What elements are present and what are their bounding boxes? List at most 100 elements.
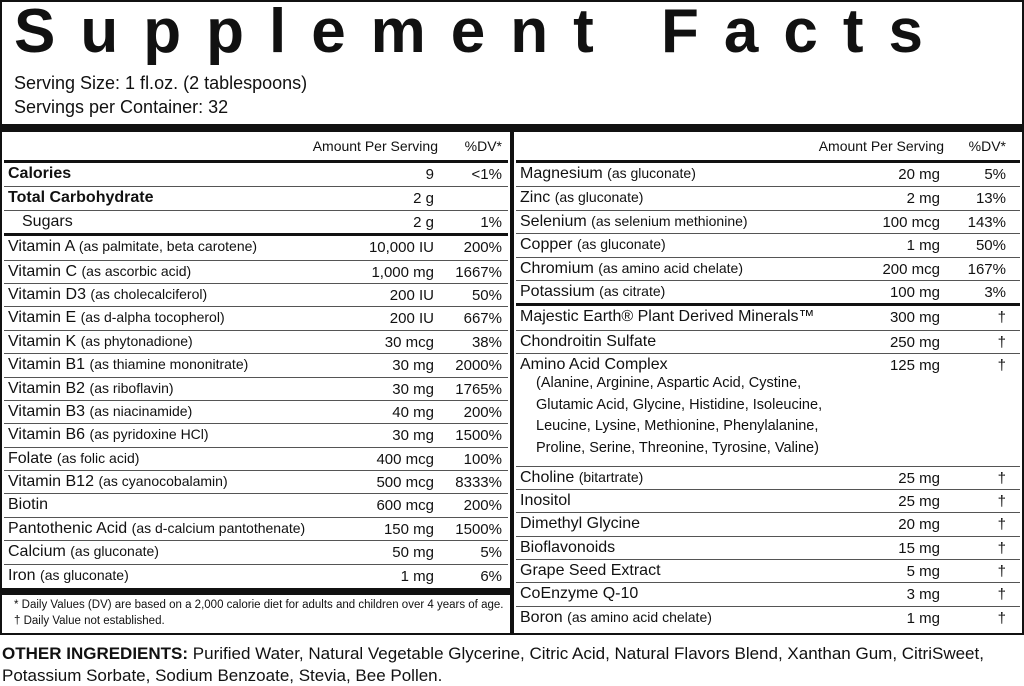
nutrient: Pantothenic Acid (8, 519, 128, 537)
nutrient-row: Potassium (as citrate) 100 mg 3% (516, 279, 1020, 303)
nutrient-row: Bioflavonoids 15 mg † (516, 535, 1020, 559)
nutrient: Total Carbohydrate (8, 189, 154, 207)
nutrient-name: Vitamin B2 (as riboflavin) (8, 380, 174, 398)
nutrient: Inositol (520, 491, 571, 509)
nutrient-name: Sugars (22, 213, 73, 231)
nutrient-row: Sugars 2 g 1% (4, 209, 508, 233)
amount: 20 mg (898, 516, 940, 534)
nutrient-source: (as d-alpha tocopherol) (80, 309, 225, 326)
nutrient-source: (as amino acid chelate) (598, 259, 743, 276)
nutrient-row: Vitamin A (as palmitate, beta carotene) 1… (4, 236, 508, 259)
servings-per-container: Servings per Container: 32 (14, 97, 229, 117)
nutrient-name: Zinc (as gluconate) (520, 189, 643, 207)
amount: 9 (425, 166, 434, 183)
nutrient-row: Copper (as gluconate) 1 mg 50% (516, 233, 1020, 256)
nutrient-name: Choline (bitartrate) (520, 469, 643, 487)
nutrient-row: Vitamin B1 (as thiamine mononitrate) 30 m… (4, 353, 508, 376)
nutrient-row: Vitamin B2 (as riboflavin) 30 mg 1765% (4, 376, 508, 400)
nutrient-name: Magnesium (as gluconate) (520, 165, 696, 183)
amount: 250 mg (889, 333, 940, 351)
amount: 50 mg (392, 544, 434, 562)
nutrient-name: Calories (8, 165, 71, 183)
nutrient-source: (as gluconate) (607, 165, 696, 181)
nutrient: Calcium (8, 543, 66, 561)
nutrient: Vitamin A (8, 238, 75, 256)
nutrient-row: Vitamin B3 (as niacinamide) 40 mg 200% (4, 399, 508, 423)
nutrient-source: (as pyridoxine HCl) (89, 426, 209, 443)
nutrient-name: CoEnzyme Q-10 (520, 585, 638, 603)
amount: 300 mg (889, 309, 940, 327)
amount: 30 mg (392, 427, 434, 445)
daily-value: 200% (463, 403, 502, 421)
rule (2, 588, 510, 595)
daily-value: <1% (471, 166, 502, 183)
daily-value: 143% (967, 213, 1006, 231)
amount: 3 mg (906, 586, 940, 604)
section: Magnesium (as gluconate) 20 mg 5% Zinc (as … (516, 160, 1020, 303)
daily-value: † (997, 492, 1006, 510)
nutrient-row: Choline (bitartrate) 25 mg † (516, 465, 1020, 489)
amount: 15 mg (898, 539, 940, 557)
header-dv: %DV* (464, 138, 502, 154)
daily-value: 1765% (455, 380, 502, 398)
daily-value: 167% (967, 260, 1006, 278)
header-dv: %DV* (968, 138, 1006, 154)
daily-value: 50% (471, 286, 502, 304)
nutrient-row: Zinc (as gluconate) 2 mg 13% (516, 186, 1020, 209)
nutrient-row: Vitamin B6 (as pyridoxine HCl) 30 mg 1500% (4, 423, 508, 446)
nutrient-name: Vitamin B1 (as thiamine mononitrate) (8, 356, 248, 374)
daily-value: 667% (463, 310, 502, 328)
ingredient-list-line: Proline, Serine, Threonine, Tyrosine, Va… (536, 439, 819, 456)
other-ingredients-text: Purified Water, Natural Vegetable Glycer… (192, 644, 984, 663)
nutrient-row: Inositol 25 mg † (516, 488, 1020, 512)
nutrient-row: Calories 9 <1% (4, 163, 508, 186)
daily-value: † (997, 609, 1006, 627)
nutrient-name: Potassium (as citrate) (520, 283, 665, 301)
daily-value: 2000% (455, 357, 502, 375)
nutrient: Potassium (520, 282, 595, 300)
amount: 30 mg (392, 380, 434, 398)
nutrient: Biotin (8, 496, 49, 514)
serving-size: Serving Size: 1 fl.oz. (2 tablespoons) (14, 73, 308, 93)
ingredient-list-line: Leucine, Lysine, Methionine, Phenylalani… (536, 418, 819, 435)
nutrient: Calories (8, 165, 72, 182)
nutrient-row: Chromium (as amino acid chelate) 200 mcg 1… (516, 256, 1020, 280)
daily-value: 5% (984, 166, 1006, 183)
nutrient-name: Biotin (8, 496, 48, 514)
nutrient: Dimethyl Glycine (520, 515, 641, 533)
nutrient-row: Chondroitin Sulfate 250 mg † (516, 329, 1020, 353)
daily-value: 1500% (455, 520, 502, 538)
nutrient-name: Bioflavonoids (520, 539, 615, 557)
nutrient: Amino Acid Complex (520, 356, 668, 374)
nutrient-name: Total Carbohydrate (8, 189, 154, 207)
nutrient-name: Majestic Earth® Plant Derived Minerals™ (520, 308, 815, 326)
nutrient-row: Amino Acid Complex 125 mg † (Alanine, Argin… (516, 353, 1020, 465)
other-ingredients-label: OTHER INGREDIENTS: (2, 644, 189, 663)
amount: 200 mcg (882, 260, 940, 278)
nutrient-source: (as thiamine mononitrate) (89, 356, 249, 373)
nutrient: Vitamin B12 (8, 473, 94, 491)
daily-value: 200% (463, 239, 502, 257)
daily-value: † (997, 357, 1006, 375)
daily-value: 6% (480, 567, 502, 585)
amount: 1 mg (906, 237, 940, 255)
nutrient-source: (as ascorbic acid) (81, 262, 192, 279)
nutrient-row: Vitamin D3 (as cholecalciferol) 200 IU 50% (4, 282, 508, 306)
nutrient-source: (as palmitate, beta carotene) (78, 238, 258, 255)
nutrient-name: Iron (as gluconate) (8, 567, 129, 585)
nutrient: Bioflavonoids (520, 538, 616, 556)
header-amount: Amount Per Serving (312, 138, 438, 154)
other-ingredients-text: Potassium Sorbate, Sodium Benzoate, Stev… (2, 666, 443, 685)
nutrient: Zinc (520, 189, 551, 207)
nutrient-source: (as folic acid) (56, 449, 140, 466)
column-divider (510, 132, 514, 633)
nutrient: Folate (8, 449, 53, 467)
nutrient-name: Calcium (as gluconate) (8, 543, 159, 561)
nutrient-column: Amount Per Serving %DV* Calories 9 <1% Total … (4, 132, 508, 587)
nutrient: Chondroitin Sulfate (520, 332, 657, 350)
nutrient-name: Amino Acid Complex (520, 356, 668, 374)
daily-value: † (997, 469, 1006, 487)
nutrient-source: (as cyanocobalamin) (98, 473, 228, 490)
nutrient: Vitamin E (8, 309, 77, 327)
nutrient-name: Chondroitin Sulfate (520, 333, 656, 351)
